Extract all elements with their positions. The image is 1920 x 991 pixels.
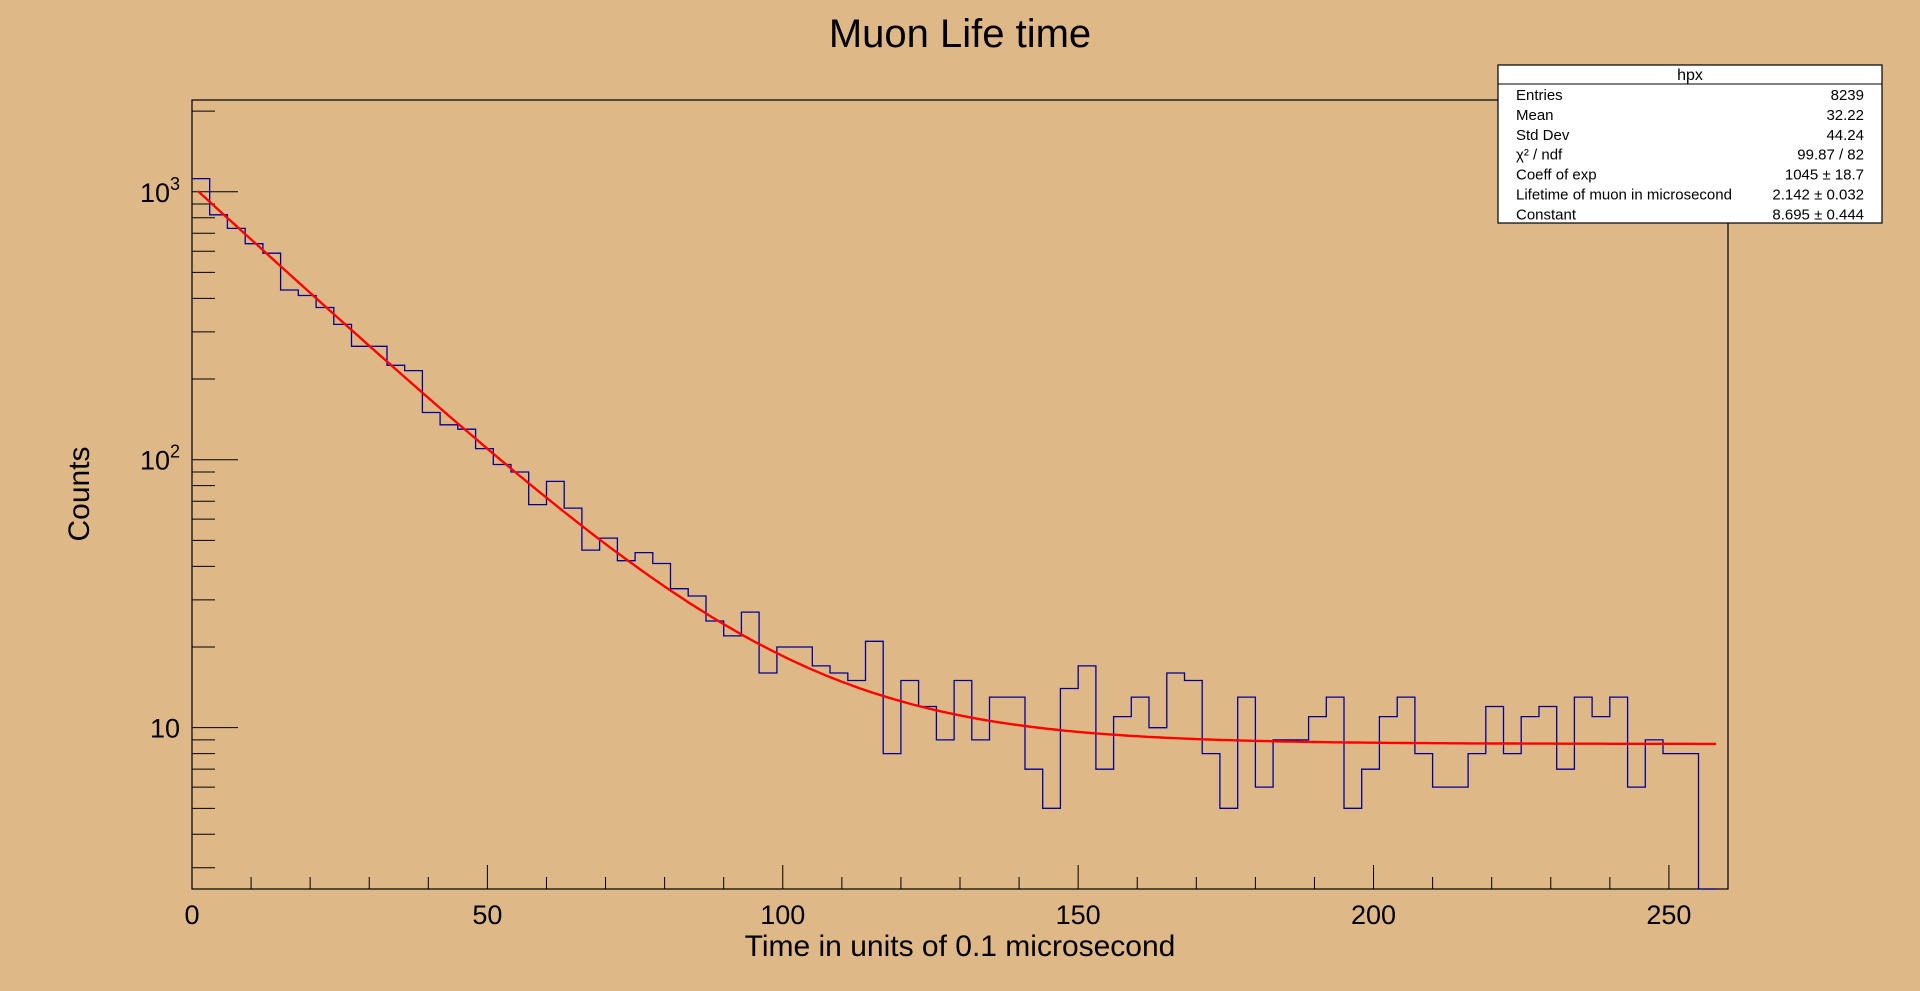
stats-row-label: χ² / ndf xyxy=(1516,147,1563,164)
stats-row-value: 8239 xyxy=(1831,87,1864,104)
stats-row-value: 32.22 xyxy=(1826,107,1864,124)
x-tick-label: 250 xyxy=(1646,900,1691,930)
chart-title: Muon Life time xyxy=(829,12,1091,56)
histogram-series xyxy=(192,177,1717,890)
y-tick-label: 102 xyxy=(140,442,180,476)
stats-row-label: Coeff of exp xyxy=(1516,167,1597,184)
stats-row: Std Dev 44.24 xyxy=(1516,127,1864,144)
stats-rows: Entries 8239 Mean 32.22 Std Dev 44.24 χ² / ndf… xyxy=(1516,87,1864,223)
stats-box-frame xyxy=(1497,64,1883,224)
tick-labels: 0 50 100 150 200 250 10 102 103 xyxy=(140,174,1692,930)
y-tick-label: 10 xyxy=(150,714,180,744)
stats-row-value: 8.695 ± 0.444 xyxy=(1772,206,1864,223)
stats-row-label: Entries xyxy=(1516,87,1563,104)
x-axis-title: Time in units of 0.1 microsecond xyxy=(745,930,1176,963)
stats-row: Mean 32.22 xyxy=(1516,107,1864,124)
stats-row: Coeff of exp 1045 ± 18.7 xyxy=(1516,167,1864,184)
stats-row: Lifetime of muon in microsecond 2.142 ± 0… xyxy=(1516,187,1864,204)
x-tick-label: 150 xyxy=(1056,900,1101,930)
stats-row-label: Lifetime of muon in microsecond xyxy=(1516,187,1732,204)
stats-header: hpx xyxy=(1677,67,1703,84)
stats-row-label: Mean xyxy=(1516,107,1554,124)
stats-row-value: 1045 ± 18.7 xyxy=(1785,167,1864,184)
stats-row-value: 99.87 / 82 xyxy=(1797,147,1864,164)
stats-row-value: 2.142 ± 0.032 xyxy=(1772,187,1864,204)
x-tick-label: 50 xyxy=(472,900,502,930)
stats-row-value: 44.24 xyxy=(1826,127,1864,144)
x-tick-label: 100 xyxy=(760,900,805,930)
y-tick-label: 103 xyxy=(140,174,180,208)
stats-row: Entries 8239 xyxy=(1516,87,1864,104)
stats-row: Constant 8.695 ± 0.444 xyxy=(1516,206,1864,223)
stats-row: χ² / ndf 99.87 / 82 xyxy=(1516,147,1864,164)
y-axis-title: Counts xyxy=(63,446,96,541)
stats-box: hpx Entries 8239 Mean 32.22 Std Dev 44.24 χ² /… xyxy=(1497,64,1883,224)
stats-row-label: Std Dev xyxy=(1516,127,1570,144)
fit-curve xyxy=(197,190,1717,746)
stats-row-label: Constant xyxy=(1516,206,1577,223)
x-tick-label: 0 xyxy=(184,900,199,930)
axis-ticks xyxy=(191,110,1670,889)
x-tick-label: 200 xyxy=(1351,900,1396,930)
